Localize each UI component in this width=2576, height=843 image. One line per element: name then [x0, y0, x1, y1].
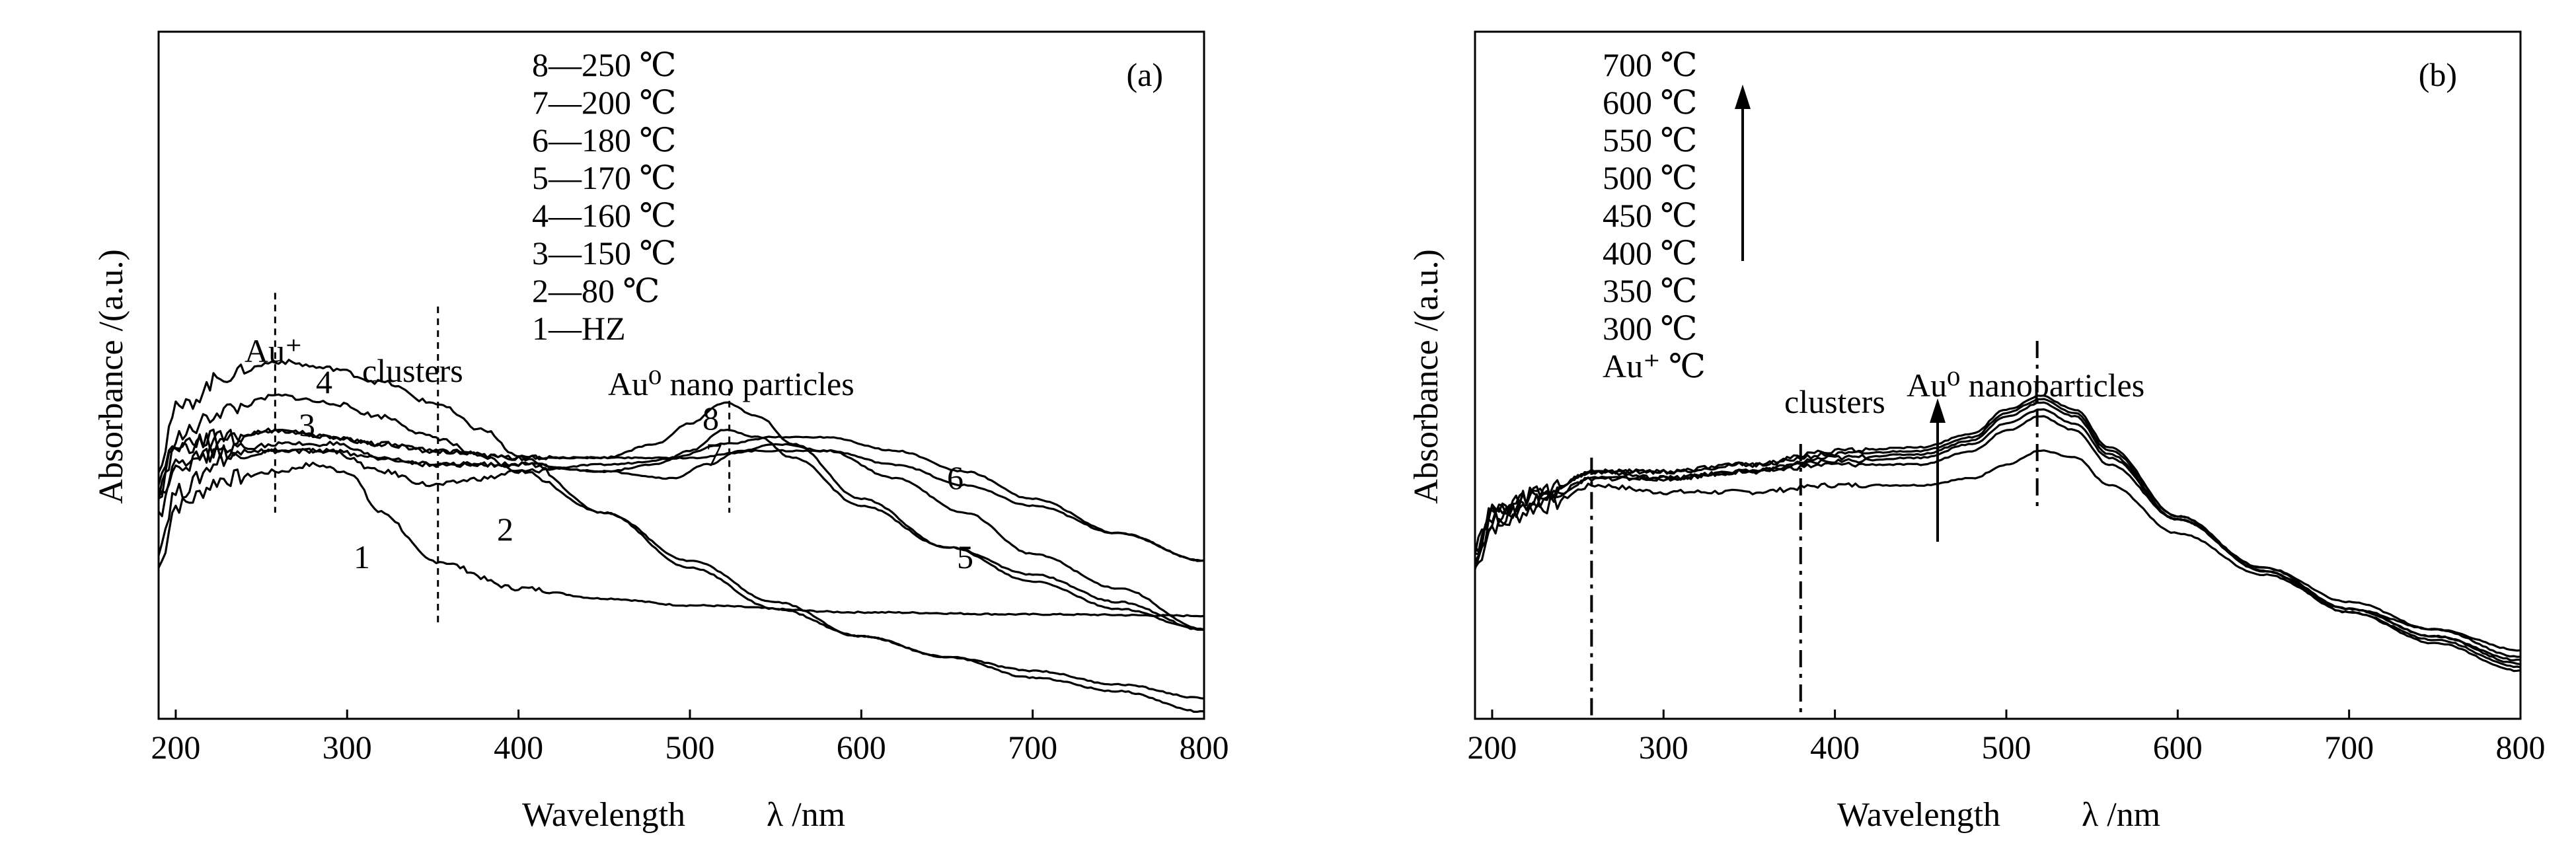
x-tick-label-600: 600: [2153, 729, 2203, 766]
series-curve-500 ℃: [1474, 394, 2521, 673]
curve-label-7: 7: [706, 436, 722, 473]
x-tick-label-600: 600: [837, 729, 886, 766]
curve-label-3: 3: [299, 406, 315, 443]
x-tick-label-700: 700: [2324, 729, 2374, 766]
panel-b-peak-arrow-icon: [1930, 398, 1946, 542]
series-curve-1: [157, 461, 1205, 618]
legend-item-700: 700 ℃: [1603, 46, 1697, 83]
series-curve-350 ℃: [1474, 408, 2521, 661]
x-tick-label-400: 400: [1810, 729, 1860, 766]
legend-item-600: 600 ℃: [1603, 84, 1697, 121]
x-tick-label-300: 300: [1639, 729, 1688, 766]
legend-item-6: 6—180 ℃: [532, 122, 676, 159]
annotation-clusters-b: clusters: [1784, 383, 1885, 420]
series-curve-2: [157, 447, 1205, 562]
panel-a: 200 300 400 500 600 700 800 (a) 8—250 ℃ 7—200 …: [93, 30, 1229, 834]
legend-item-4: 4—160 ℃: [532, 197, 676, 234]
legend-item-7: 7—200 ℃: [532, 84, 676, 121]
x-tick-label-400: 400: [494, 729, 543, 766]
x-tick-label-700: 700: [1008, 729, 1057, 766]
panel-a-x-axis-unit: λ /nm: [767, 796, 845, 834]
legend-item-2: 2—80 ℃: [532, 272, 660, 309]
curve-label-2: 2: [497, 511, 513, 548]
legend-item-500: 500 ℃: [1603, 159, 1697, 196]
x-tick-label-500: 500: [665, 729, 714, 766]
series-curve-300 ℃: [1474, 415, 2521, 658]
curve-label-6: 6: [947, 459, 964, 496]
curve-label-1: 1: [354, 538, 370, 575]
panel-b-x-axis-title: Wavelength: [1837, 796, 2000, 834]
x-tick-label-500: 500: [1981, 729, 2031, 766]
legend-item-1: 1—HZ: [532, 310, 626, 347]
series-curve-6: [157, 429, 1205, 562]
panel-a-x-axis-title: Wavelength: [522, 796, 685, 834]
x-tick-label-800: 800: [1180, 729, 1229, 766]
panel-b-legend: 700 ℃ 600 ℃ 550 ℃ 500 ℃ 450 ℃ 400 ℃ 350 …: [1603, 46, 1706, 385]
panel-b-label: (b): [2419, 56, 2457, 93]
series-curve-4: [157, 359, 1205, 700]
legend-item-3: 3—150 ℃: [532, 235, 676, 272]
legend-item-5: 5—170 ℃: [532, 159, 676, 196]
x-tick-label-800: 800: [2496, 729, 2546, 766]
panel-a-frame: [157, 30, 1205, 720]
panel-a-curves: [157, 359, 1205, 713]
series-curve-Au⁺: [1474, 449, 2521, 652]
legend-item-450: 450 ℃: [1603, 197, 1697, 234]
legend-item-350: 350 ℃: [1603, 272, 1697, 309]
panel-b-guide-lines: [1590, 341, 2039, 719]
legend-item-8: 8—250 ℃: [532, 46, 676, 83]
annotation-au-plus: Au⁺: [245, 332, 303, 369]
series-curve-3: [158, 393, 1205, 713]
series-curve-5: [157, 443, 1205, 631]
panel-a-legend: 8—250 ℃ 7—200 ℃ 6—180 ℃ 5—170 ℃ 4—160 ℃ …: [532, 46, 676, 347]
legend-item-400: 400 ℃: [1603, 235, 1697, 272]
legend-item-300: 300 ℃: [1603, 310, 1697, 347]
panel-a-x-ticks: 200 300 400 500 600 700 800: [151, 710, 1229, 766]
series-curve-8: [157, 401, 1205, 631]
panel-b-legend-arrow-icon: [1735, 85, 1751, 261]
annotation-au0-nanoparticles: Au⁰ nanoparticles: [1907, 367, 2144, 404]
series-curve-400 ℃: [1474, 401, 2521, 665]
annotation-clusters-a: clusters: [362, 352, 463, 389]
panel-b-curves: [1474, 394, 2521, 673]
series-curve-450 ℃: [1474, 398, 2521, 669]
curve-label-8: 8: [702, 400, 719, 437]
x-tick-label-300: 300: [322, 729, 372, 766]
legend-item-550: 550 ℃: [1603, 122, 1697, 159]
annotation-au0-nano-particles: Au⁰ nano particles: [608, 365, 854, 402]
panel-b: 200 300 400 500 600 700 800 (b) 700 ℃ 600 ℃ 55…: [1408, 30, 2546, 834]
series-curve-7: [157, 428, 1205, 632]
x-tick-label-200: 200: [1467, 729, 1517, 766]
legend-item-au-plus: Au⁺ ℃: [1603, 348, 1706, 385]
panel-b-frame: [1474, 30, 2522, 720]
curve-label-5: 5: [957, 538, 973, 575]
panel-b-x-axis-unit: λ /nm: [2082, 796, 2160, 834]
panel-b-y-axis-title: Absorbance /(a.u.): [1408, 249, 1445, 504]
panel-b-x-ticks: 200 300 400 500 600 700 800: [1467, 710, 2546, 766]
curve-label-4: 4: [316, 363, 332, 400]
panel-a-y-axis-title: Absorbance /(a.u.): [93, 249, 130, 504]
x-tick-label-200: 200: [151, 729, 200, 766]
panel-a-label: (a): [1127, 56, 1164, 93]
